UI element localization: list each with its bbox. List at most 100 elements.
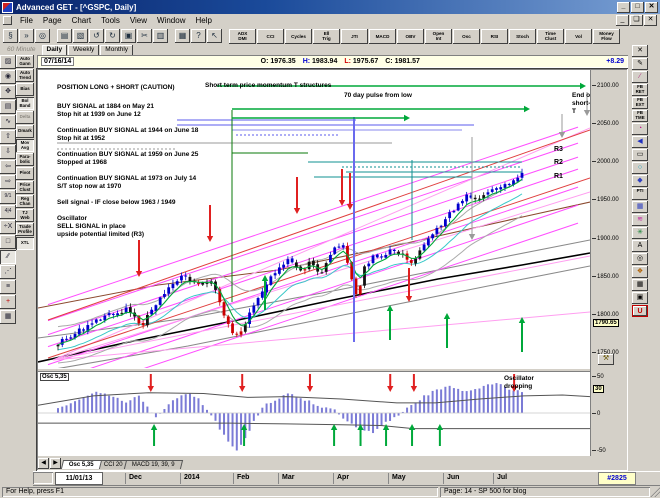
xtl-scan-icon[interactable]: ✳ <box>632 227 648 239</box>
interval-tab-daily[interactable]: Daily <box>41 45 68 57</box>
grid-icon[interactable]: ▦ <box>632 201 648 213</box>
paste-icon[interactable]: ▥ <box>153 29 168 43</box>
left-study-auto-gann[interactable]: Auto Gann <box>16 55 34 68</box>
rectangle-tool-icon[interactable]: ▭ <box>632 149 648 161</box>
print-setup-icon[interactable]: ▦ <box>0 310 16 324</box>
menu-view[interactable]: View <box>129 16 148 25</box>
study-button-vol[interactable]: Vol <box>565 28 592 44</box>
new-page-icon[interactable]: ▤ <box>57 29 72 43</box>
menu-file[interactable]: File <box>20 16 33 25</box>
left-study-tj-web[interactable]: TJ Web <box>16 209 34 222</box>
tab-scroll-right-button[interactable]: ▶ <box>50 458 61 469</box>
fib-time-icon[interactable]: FB TME <box>632 110 648 122</box>
arrow-right-icon[interactable]: ⇨ <box>0 175 16 189</box>
axis-settings-icon[interactable]: ⚒ <box>598 354 614 365</box>
elliott-wave-icon[interactable]: ∿ <box>0 115 16 129</box>
nine-one-icon[interactable]: 9/1 <box>0 190 16 204</box>
menu-page[interactable]: Page <box>42 16 62 25</box>
help-icon[interactable]: ? <box>191 29 206 43</box>
pti-icon[interactable]: PTI <box>632 188 648 200</box>
arrow-up-icon[interactable]: ⇧ <box>0 130 16 144</box>
chart-window-icon[interactable] <box>3 16 12 25</box>
study-button-stoch[interactable]: Stoch <box>509 28 536 44</box>
rotate-back-icon[interactable]: ↺ <box>89 29 104 43</box>
left-study-auto-trend[interactable]: Auto Trend <box>16 69 34 82</box>
divide-x-icon[interactable]: ÷X <box>0 220 16 234</box>
arrow-down-icon[interactable]: ⇩ <box>0 145 16 159</box>
refresh-icon[interactable]: ✥ <box>0 85 16 99</box>
context-help-icon[interactable]: ↖ <box>207 29 222 43</box>
arrow-left-icon[interactable]: ⇦ <box>0 160 16 174</box>
left-study-dmark[interactable]: Dmark <box>16 125 34 138</box>
left-study-price-clust[interactable]: Price Clust <box>16 181 34 194</box>
copy-icon[interactable]: ▣ <box>121 29 136 43</box>
close-button[interactable]: ✕ <box>645 1 658 13</box>
study-tab-osc-5-35[interactable]: Osc 5,35 <box>60 460 102 469</box>
box-tool-icon[interactable]: □ <box>0 235 16 249</box>
magnify-icon[interactable]: ◎ <box>632 253 648 265</box>
ellipse-tool-icon[interactable]: ○ <box>632 162 648 174</box>
table-icon[interactable]: ▦ <box>632 279 648 291</box>
study-button-rsi[interactable]: RSI <box>481 28 508 44</box>
price-chart[interactable]: POSITION LONG + SHORT (CAUTION) BUY SIGNA… <box>38 70 590 368</box>
menu-window[interactable]: Window <box>157 16 186 25</box>
pencil-icon[interactable]: ✎ <box>632 58 648 70</box>
mdi-close-button[interactable]: ✕ <box>644 15 657 26</box>
interval-tab-monthly[interactable]: Monthly <box>100 45 134 57</box>
gann-lines-icon[interactable]: ⋰ <box>0 265 16 279</box>
zoom-icon[interactable]: ◎ <box>35 29 50 43</box>
left-study-bol-band[interactable]: Bol Band <box>16 97 34 110</box>
left-study-para--bolic[interactable]: Para- bolic <box>16 153 34 166</box>
mob-arrow-icon[interactable]: ◀ <box>632 136 648 148</box>
undo-icon[interactable]: U <box>632 305 648 317</box>
left-study-delta[interactable]: Delta <box>16 111 34 124</box>
gann-circle-icon[interactable]: ◔ <box>632 123 648 135</box>
plus-tool-icon[interactable]: + <box>0 295 16 309</box>
colors-icon[interactable]: ❖ <box>632 266 648 278</box>
open-pages-icon[interactable]: ▧ <box>73 29 88 43</box>
interval-tab-weekly[interactable]: Weekly <box>68 45 100 57</box>
study-button-open-int[interactable]: Open Int <box>425 28 452 44</box>
study-button-obv[interactable]: OBV <box>397 28 424 44</box>
open-chart-icon[interactable]: ▨ <box>0 55 16 69</box>
copy-page-icon[interactable]: ▣ <box>632 292 648 304</box>
mdi-minimize-button[interactable]: _ <box>616 15 629 26</box>
menu-help[interactable]: Help <box>195 16 212 25</box>
study-tab-macd-19-39-9[interactable]: MACD 19, 39, 9 <box>124 460 184 469</box>
fib-extension-icon[interactable]: FB EXT <box>632 97 648 109</box>
cut-icon[interactable]: ✂ <box>137 29 152 43</box>
diamond-tool-icon[interactable]: ◆ <box>632 175 648 187</box>
study-button-cci[interactable]: CCI <box>257 28 284 44</box>
pin-icon[interactable]: § <box>3 29 18 43</box>
menu-tools[interactable]: Tools <box>101 16 120 25</box>
print-icon[interactable]: ▦ <box>175 29 190 43</box>
quotes-icon[interactable]: » <box>19 29 34 43</box>
study-button-osc[interactable]: Osc <box>453 28 480 44</box>
minimize-button[interactable]: _ <box>617 1 630 13</box>
left-study-bias[interactable]: Bias <box>16 83 34 96</box>
study-button-adx-dmi[interactable]: ADX DMI <box>229 28 256 44</box>
study-button-cycles[interactable]: Cycles <box>285 28 312 44</box>
study-button-ell-trig[interactable]: Ell Trig <box>313 28 340 44</box>
oscillator-chart[interactable]: Osc 5,35 Oscillator dropping <box>38 372 590 456</box>
study-icon[interactable]: ▤ <box>0 100 16 114</box>
left-study-pivot[interactable]: Pivot <box>16 167 34 180</box>
menu-chart[interactable]: Chart <box>71 16 92 25</box>
interval-tab-60-minute[interactable]: 60 Minute <box>2 45 41 57</box>
resize-grip[interactable] <box>650 487 660 497</box>
left-study-xtl[interactable]: XTL <box>16 237 34 250</box>
mob-study-icon[interactable]: ≋ <box>632 214 648 226</box>
close-drawbar-icon[interactable]: ✕ <box>632 45 648 57</box>
left-study-mov-avg[interactable]: Mov Avg <box>16 139 34 152</box>
panel-splitter[interactable] <box>38 368 590 372</box>
mdi-restore-button[interactable]: ❏ <box>630 15 643 26</box>
study-button-jti[interactable]: JTI <box>341 28 368 44</box>
left-study-trade-profile[interactable]: Trade Profile <box>16 223 34 236</box>
expansion-icon[interactable]: 4|4 <box>0 205 16 219</box>
tab-scroll-left-button[interactable]: ◀ <box>38 458 49 469</box>
maximize-button[interactable]: □ <box>631 1 644 13</box>
lines-tool-icon[interactable]: ∕∕ <box>0 250 16 264</box>
text-tool-icon[interactable]: A <box>632 240 648 252</box>
levels-icon[interactable]: ≡ <box>0 280 16 294</box>
study-button-money-flow[interactable]: Money Flow <box>593 28 620 44</box>
